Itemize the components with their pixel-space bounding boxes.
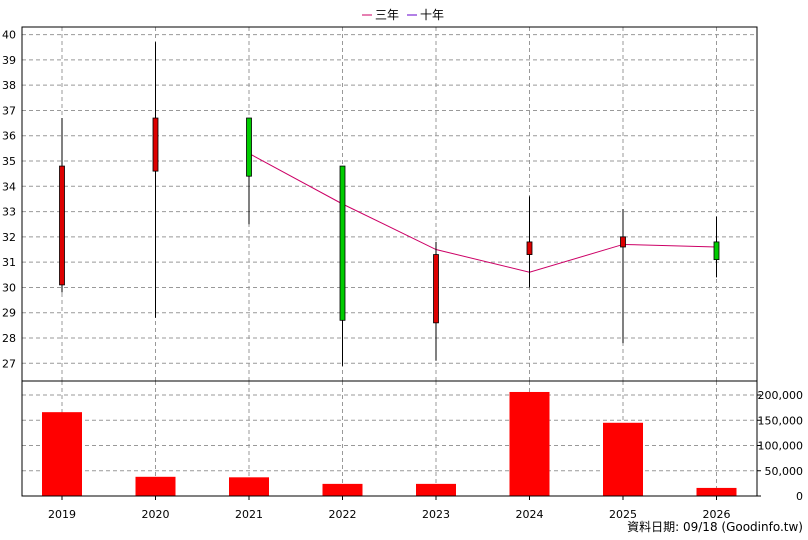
price-tick-label-11: 29 — [2, 307, 16, 320]
price-tick-label-6: 34 — [2, 180, 16, 193]
volume-tick-label-3: 50,000 — [765, 465, 804, 478]
x-tick-label-4: 2023 — [422, 508, 450, 521]
price-tick-label-4: 36 — [2, 130, 16, 143]
moving-average-lines — [248, 152, 717, 273]
price-axis-labels: 40 39 38 37 36 35 34 33 32 31 30 29 28 27 — [2, 29, 16, 371]
candlesticks — [59, 42, 720, 366]
price-tick-label-2: 38 — [2, 79, 16, 92]
price-grid — [22, 27, 757, 381]
volume-tick-label-2: 100,000 — [758, 440, 804, 453]
x-axis-labels: 2019 2020 2021 2022 2023 2024 2025 2026 — [48, 496, 731, 521]
price-tick-label-0: 40 — [2, 29, 16, 42]
volume-plot-frame — [21, 380, 758, 497]
price-tick-label-9: 31 — [2, 256, 16, 269]
volume-tick-label-0: 200,000 — [758, 389, 804, 402]
candle-body-2021 — [246, 117, 252, 177]
data-date-footnote: 資料日期: 09/18 (Goodinfo.tw) — [627, 520, 803, 534]
volume-bar-2025 — [603, 422, 643, 496]
price-tick-label-13: 27 — [2, 357, 16, 370]
candle-body-2023 — [433, 254, 439, 324]
volume-bar-2023 — [416, 483, 456, 496]
candle-body-2025 — [620, 236, 626, 248]
legend-label-0: 三年 — [375, 8, 399, 22]
price-tick-label-8: 32 — [2, 231, 16, 244]
volume-bar-2024 — [509, 391, 550, 496]
volume-axis-labels: 200,000 150,000 100,000 50,000 0 — [757, 389, 803, 503]
x-tick-label-2: 2021 — [235, 508, 263, 521]
candle-body-2020 — [152, 117, 159, 172]
plot-frames — [21, 26, 758, 497]
price-tick-label-10: 30 — [2, 281, 16, 294]
volume-bar-2022 — [322, 483, 363, 496]
legend: 三年 十年 — [362, 8, 444, 22]
price-tick-label-12: 28 — [2, 332, 16, 345]
x-tick-label-6: 2025 — [609, 508, 637, 521]
volume-tick-label-1: 150,000 — [758, 414, 804, 427]
x-tick-label-1: 2020 — [142, 508, 170, 521]
candle-body-2019 — [59, 165, 65, 286]
candle-body-2024 — [526, 241, 533, 255]
volume-bar-2019 — [42, 412, 82, 496]
volume-tick-label-4: 0 — [796, 490, 803, 503]
volume-grid — [22, 381, 757, 497]
legend-label-1: 十年 — [420, 8, 444, 22]
x-tick-label-0: 2019 — [48, 508, 76, 521]
price-tick-label-1: 39 — [2, 54, 16, 67]
x-tick-label-7: 2026 — [703, 508, 731, 521]
volume-bar-2021 — [229, 477, 269, 496]
volume-bars — [42, 391, 737, 496]
volume-bar-2020 — [135, 476, 176, 496]
price-tick-label-7: 33 — [2, 206, 16, 219]
ma-line-0 — [248, 152, 717, 273]
x-tick-label-5: 2024 — [516, 508, 544, 521]
x-tick-label-3: 2022 — [329, 508, 357, 521]
price-tick-label-3: 37 — [2, 104, 16, 117]
volume-bar-2026 — [696, 487, 737, 496]
candle-body-2022 — [339, 165, 346, 321]
candle-body-2026 — [713, 241, 720, 261]
price-plot-frame — [21, 26, 758, 382]
price-tick-label-5: 35 — [2, 155, 16, 168]
